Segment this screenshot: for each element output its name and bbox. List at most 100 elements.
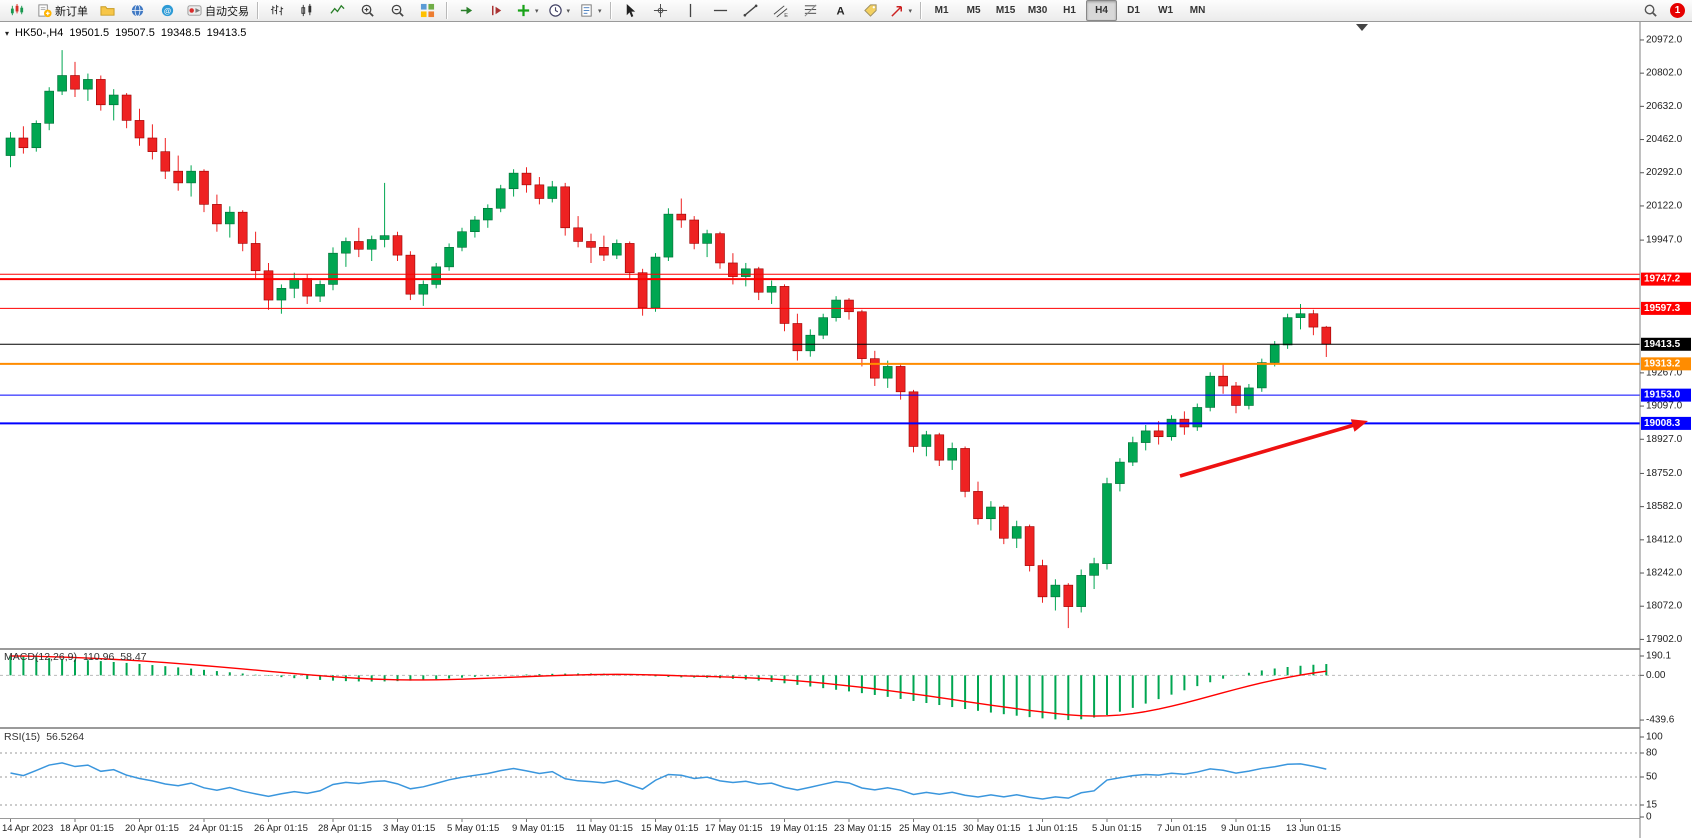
axis-tick-label: 20802.0: [1646, 68, 1683, 79]
auto-scroll-button[interactable]: [452, 0, 481, 21]
profiles-icon: [100, 6, 115, 16]
line-chart-mode-button[interactable]: [323, 0, 352, 21]
time-axis[interactable]: 14 Apr 2023 18 Apr 01:15 20 Apr 01:15 24 Ap…: [0, 819, 1692, 838]
new-order-button[interactable]: 新订单: [33, 0, 92, 21]
candle-body: [663, 213, 674, 258]
symbol-name: HK50-,H4: [15, 27, 64, 39]
axis-tick-label: 50: [1646, 772, 1658, 783]
timeframe-mn-button[interactable]: MN: [1189, 5, 1206, 16]
new-order-icon: [38, 4, 52, 18]
candle-body: [1192, 407, 1203, 428]
candle-body: [1011, 526, 1022, 539]
candle-body: [1257, 362, 1267, 389]
zoom-in-icon: [361, 4, 374, 17]
templates-button[interactable]: ▾: [575, 0, 606, 21]
candle-body: [379, 235, 390, 240]
axis-tick-label: 19008.3: [1644, 418, 1681, 429]
candle-body: [908, 391, 919, 447]
candle-body: [599, 247, 609, 256]
candle-body: [1295, 313, 1306, 318]
notification-badge[interactable]: 1: [1670, 3, 1685, 18]
trend-arrow[interactable]: [1179, 419, 1368, 478]
candle-chart-mode-button[interactable]: [293, 0, 322, 21]
candle-body: [895, 366, 906, 393]
axis-tick-label: 18412.0: [1646, 534, 1683, 545]
timeframe-w1-button[interactable]: W1: [1158, 5, 1174, 16]
panel-separator[interactable]: [0, 648, 1692, 650]
macd-name: MACD(12,26,9): [4, 651, 77, 663]
draw-fibonacci-button[interactable]: [796, 0, 825, 21]
time-axis-label: 7 Jun 01:15: [1157, 823, 1207, 834]
symbol-marker-icon: ▾: [5, 28, 10, 38]
zoom-out-button[interactable]: [383, 0, 412, 21]
toolbar-separator: [257, 2, 259, 19]
candle-body: [986, 506, 996, 520]
periods-button[interactable]: ▾: [544, 0, 575, 21]
draw-horizontal-line-button[interactable]: [706, 0, 735, 21]
community-icon: @: [161, 4, 174, 17]
candle-body: [973, 491, 983, 520]
crosshair-button[interactable]: [646, 0, 675, 21]
chart-profiles-button[interactable]: [93, 0, 122, 21]
draw-trendline-button[interactable]: [736, 0, 765, 21]
indicators-list-button[interactable]: ▾: [512, 0, 543, 21]
chart-shift-button[interactable]: [482, 0, 511, 21]
tile-windows-button[interactable]: [413, 0, 442, 21]
candle-body: [418, 284, 429, 295]
draw-equidistant-channel-button[interactable]: E: [766, 0, 795, 21]
chart-shift-marker[interactable]: [1356, 24, 1368, 31]
draw-text-button[interactable]: A: [826, 0, 855, 21]
market-watch-button[interactable]: [123, 0, 152, 21]
axis-tick-label: 20292.0: [1646, 167, 1683, 178]
candle-body: [779, 286, 790, 324]
time-axis-label: 3 May 01:15: [383, 823, 436, 834]
svg-text:E: E: [784, 13, 788, 18]
ohlc-open: 19501.5: [69, 27, 110, 39]
search-button[interactable]: [1636, 0, 1665, 21]
axis-tick-label: 19267.0: [1646, 367, 1683, 378]
axis-tick-label: 80: [1646, 748, 1658, 759]
candle-body: [650, 256, 661, 309]
price-axis[interactable]: 20972.0 20802.0 20632.0 20462.0 20292.0 20122…: [1639, 22, 1692, 838]
panel-separator[interactable]: [0, 727, 1692, 729]
candle-body: [676, 213, 687, 221]
timeframe-m1-button[interactable]: M1: [934, 5, 949, 16]
autotrade-button[interactable]: 自动交易: [183, 0, 253, 21]
textA-icon: A: [836, 5, 844, 17]
timeframe-m30-button[interactable]: M30: [1027, 5, 1048, 16]
linechart-icon: [330, 4, 345, 14]
cursor-button[interactable]: [616, 0, 645, 21]
candle-body: [186, 170, 196, 184]
timeframe-d1-button[interactable]: D1: [1127, 5, 1140, 16]
timeframe-h4-button[interactable]: H4: [1086, 0, 1118, 21]
candle-body: [857, 311, 867, 359]
dropdown-caret-icon: ▾: [535, 7, 539, 15]
draw-vertical-line-button[interactable]: [676, 0, 705, 21]
zoom-in-button[interactable]: [353, 0, 382, 21]
bars-icon: [270, 4, 284, 16]
draw-text-label-button[interactable]: [856, 0, 885, 21]
new-chart-button[interactable]: [3, 0, 32, 21]
rsi-value: 56.5264: [46, 731, 85, 743]
community-button[interactable]: @: [153, 0, 182, 21]
candle-body: [1269, 344, 1280, 363]
panel-separator: [0, 818, 1692, 819]
bar-chart-mode-button[interactable]: [263, 0, 292, 21]
cursor-icon: [626, 3, 635, 18]
candle-body: [366, 239, 377, 250]
time-axis-label: 20 Apr 01:15: [125, 823, 179, 834]
candle-body: [934, 434, 945, 461]
candle-body: [573, 227, 583, 242]
timeframe-m5-button[interactable]: M5: [966, 5, 981, 16]
candle-body: [353, 241, 364, 250]
timeframe-m15-button[interactable]: M15: [995, 5, 1016, 16]
candle-body: [702, 233, 712, 244]
axis-tick-label: 20122.0: [1646, 200, 1683, 211]
crosshair-icon: [653, 3, 667, 18]
timeframe-h1-button[interactable]: H1: [1063, 5, 1076, 16]
autotrade-icon: [187, 5, 202, 16]
draw-arrows-button[interactable]: ▾: [886, 0, 917, 21]
axis-tick-label: 18927.0: [1646, 434, 1683, 445]
